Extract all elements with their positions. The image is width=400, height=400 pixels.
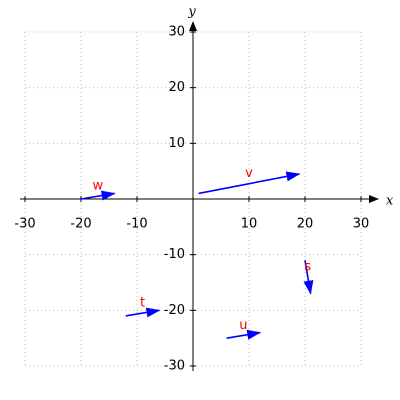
y-axis-label: y <box>187 5 196 20</box>
y-tick-label: 30 <box>168 25 185 40</box>
x-tick-label: 20 <box>297 217 314 232</box>
y-tick-label: 10 <box>168 136 185 151</box>
vector-arrow <box>125 307 161 318</box>
vector-arrow <box>198 171 301 195</box>
vector-label: u <box>239 318 247 333</box>
x-tick-label: 30 <box>353 217 370 232</box>
x-tick-label: -20 <box>70 217 91 232</box>
vector-label: v <box>245 166 253 181</box>
y-tick-label: 20 <box>168 80 185 95</box>
vector-label: w <box>92 179 103 194</box>
y-tick-label: -30 <box>164 359 185 374</box>
vector-label: t <box>140 296 145 311</box>
x-tick-label: 10 <box>241 217 258 232</box>
vector-arrow <box>226 329 262 340</box>
x-tick-label: -30 <box>14 217 35 232</box>
vector-label: s <box>304 259 311 274</box>
x-tick-label: -10 <box>126 217 147 232</box>
vector-arrow <box>80 190 116 201</box>
x-axis-label: x <box>386 194 394 209</box>
vector-arrow <box>303 260 314 295</box>
y-tick-label: -10 <box>164 247 185 262</box>
y-tick-label: -20 <box>164 303 185 318</box>
